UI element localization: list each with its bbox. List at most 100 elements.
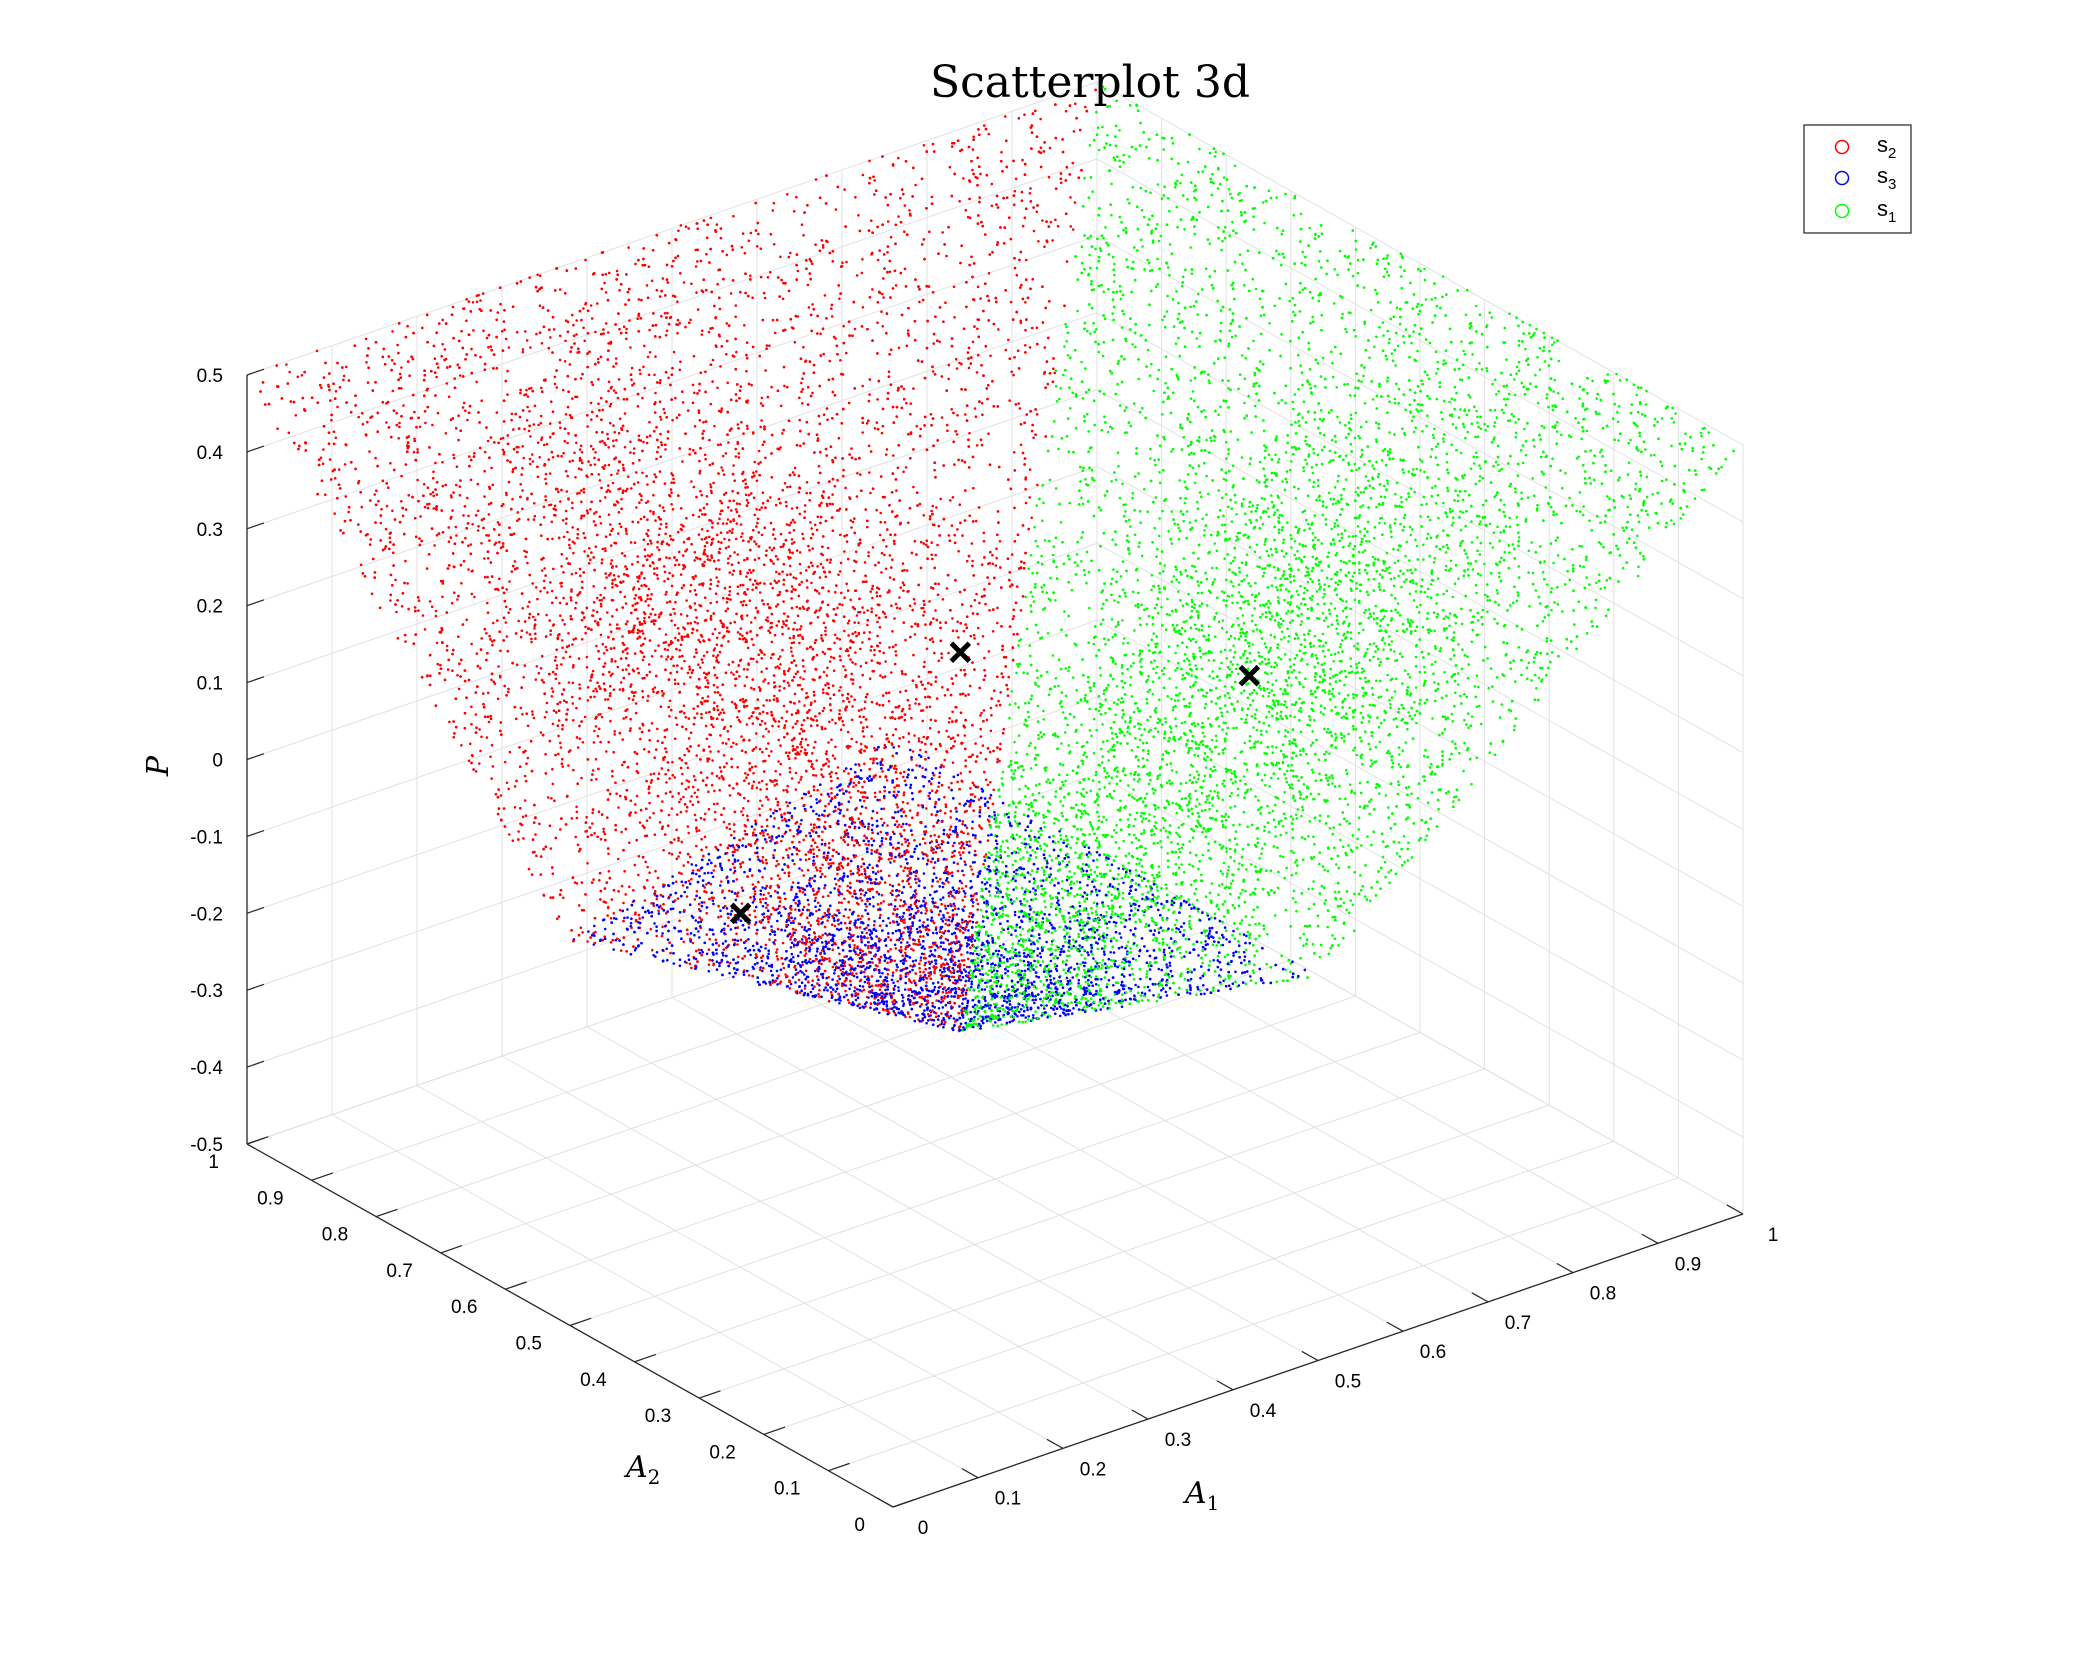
scatter-point-s3 xyxy=(1024,828,1027,832)
scatter-point-s3 xyxy=(915,844,918,848)
scatter-point-s1 xyxy=(1551,404,1554,408)
scatter-point-s1 xyxy=(1470,715,1474,718)
scatter-point-s2 xyxy=(590,778,593,782)
scatter-point-s3 xyxy=(945,876,949,880)
scatter-point-s2 xyxy=(678,800,681,804)
scatter-point-s1 xyxy=(1155,873,1159,877)
scatter-point-s2 xyxy=(930,509,933,513)
scatter-point-s2 xyxy=(957,887,961,890)
scatter-point-s2 xyxy=(769,884,772,888)
scatter-point-s1 xyxy=(1190,451,1193,455)
scatter-point-s1 xyxy=(1493,436,1496,439)
scatter-point-s1 xyxy=(1466,655,1469,658)
scatter-point-s1 xyxy=(1301,858,1305,861)
scatter-point-s1 xyxy=(1111,737,1114,740)
scatter-point-s3 xyxy=(719,909,722,912)
scatter-point-s2 xyxy=(609,917,613,920)
scatter-point-s1 xyxy=(1406,727,1409,731)
scatter-point-s1 xyxy=(1348,559,1351,563)
z-tick xyxy=(246,368,265,376)
scatter-point-s2 xyxy=(365,361,368,364)
grid-line xyxy=(246,850,1098,1145)
scatter-point-s2 xyxy=(592,741,596,744)
scatter-point-s2 xyxy=(1010,370,1013,374)
scatter-point-s1 xyxy=(1280,638,1283,641)
scatter-point-s2 xyxy=(868,393,871,396)
scatter-point-s1 xyxy=(1126,641,1130,645)
scatter-point-s1 xyxy=(1121,560,1125,563)
scatter-point-s2 xyxy=(662,848,665,852)
scatter-point-s1 xyxy=(1174,863,1178,866)
scatter-point-s1 xyxy=(1282,256,1286,259)
grid-line xyxy=(246,619,1098,914)
scatter-point-s2 xyxy=(456,674,459,677)
scatter-point-s2 xyxy=(966,215,970,219)
scatter-point-s2 xyxy=(727,858,731,862)
scatter-point-s2 xyxy=(827,589,830,593)
scatter-point-s2 xyxy=(580,908,584,912)
scatter-point-s1 xyxy=(1171,297,1175,301)
scatter-point-s2 xyxy=(755,660,759,664)
scatter-point-s2 xyxy=(952,285,956,289)
scatter-point-s1 xyxy=(1121,619,1124,622)
scatter-point-s2 xyxy=(850,838,854,842)
scatter-point-s2 xyxy=(428,600,432,603)
scatter-point-s2 xyxy=(645,284,649,287)
scatter-point-s2 xyxy=(682,940,686,944)
scatter-point-s2 xyxy=(779,663,782,666)
scatter-point-s2 xyxy=(861,258,864,261)
scatter-point-s2 xyxy=(851,520,855,524)
scatter-point-s2 xyxy=(542,516,546,519)
scatter-point-s1 xyxy=(1544,486,1548,489)
scatter-point-s1 xyxy=(1148,813,1151,816)
scatter-point-s2 xyxy=(876,995,879,998)
scatter-point-s2 xyxy=(991,553,994,557)
scatter-point-s1 xyxy=(1238,253,1242,256)
scatter-point-s2 xyxy=(902,791,906,794)
scatter-point-s3 xyxy=(911,968,914,972)
scatter-point-s2 xyxy=(534,678,538,681)
scatter-point-s2 xyxy=(947,377,950,381)
scatter-point-s1 xyxy=(1167,266,1170,269)
scatter-point-s2 xyxy=(867,444,871,448)
scatter-point-s2 xyxy=(441,484,445,488)
scatter-point-s1 xyxy=(1135,899,1139,903)
scatter-point-s1 xyxy=(1397,783,1401,787)
scatter-point-s1 xyxy=(1033,525,1036,529)
scatter-point-s1 xyxy=(1186,198,1189,201)
scatter-point-s1 xyxy=(1406,672,1410,676)
scatter-point-s2 xyxy=(458,374,462,377)
scatter-point-s3 xyxy=(615,917,618,921)
scatter-point-s1 xyxy=(1195,198,1198,202)
scatter-point-s1 xyxy=(1541,620,1545,623)
scatter-point-s1 xyxy=(1536,355,1539,359)
scatter-point-s1 xyxy=(1376,475,1380,479)
scatter-point-s2 xyxy=(769,270,772,274)
scatter-point-s1 xyxy=(1531,571,1535,575)
scatter-point-s3 xyxy=(868,902,872,906)
scatter-point-s1 xyxy=(1140,208,1144,212)
scatter-point-s1 xyxy=(1557,359,1561,363)
scatter-point-s1 xyxy=(1117,234,1120,238)
scatter-point-s2 xyxy=(734,315,737,319)
scatter-point-s3 xyxy=(815,798,818,801)
scatter-point-s1 xyxy=(1461,363,1465,367)
scatter-point-s1 xyxy=(1497,389,1501,393)
scatter-point-s1 xyxy=(1222,176,1226,179)
scatter-point-s2 xyxy=(893,542,896,546)
scatter-point-s2 xyxy=(744,482,748,486)
scatter-point-s2 xyxy=(440,354,444,358)
scatter-point-s3 xyxy=(854,763,857,766)
scatter-point-s1 xyxy=(1071,769,1075,772)
scatter-point-s2 xyxy=(706,529,709,533)
scatter-point-s2 xyxy=(1024,258,1028,262)
scatter-point-s3 xyxy=(937,999,941,1003)
scatter-point-s2 xyxy=(633,447,636,450)
scatter-point-s1 xyxy=(1175,290,1178,293)
scatter-point-s2 xyxy=(618,288,621,292)
scatter-point-s2 xyxy=(722,820,726,824)
scatter-point-s2 xyxy=(798,732,801,735)
scatter-point-s1 xyxy=(1194,664,1197,667)
scatter-point-s3 xyxy=(703,872,706,875)
scatter-point-s1 xyxy=(1453,582,1457,585)
